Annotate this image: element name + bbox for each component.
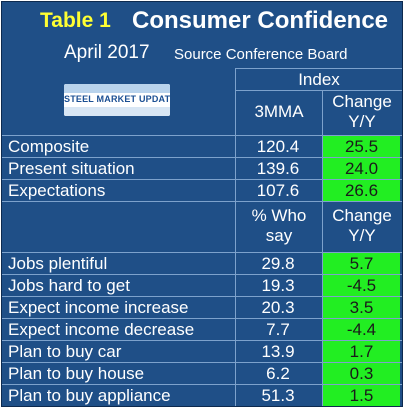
row-change: -4.4	[323, 319, 400, 340]
column-header-change: Change Y/Y	[323, 92, 401, 132]
grid-line	[2, 135, 402, 136]
row-label: Expectations	[8, 181, 106, 200]
row-change: 1.7	[323, 341, 400, 362]
grid-line	[322, 90, 323, 406]
row-change: 24.0	[323, 158, 400, 179]
row-change: 1.5	[323, 385, 400, 406]
grid-line	[2, 384, 402, 385]
grid-line	[2, 362, 402, 363]
row-value: 107.6	[256, 181, 300, 200]
grid-line	[2, 296, 402, 297]
source-note: Source Conference Board	[174, 46, 348, 63]
grid-line	[2, 179, 402, 180]
column-header-change-2-line2: Y/Y	[348, 226, 376, 245]
row-change: 5.7	[323, 253, 400, 274]
row-label: Present situation	[8, 159, 135, 178]
grid-line	[2, 340, 402, 341]
grid-line	[2, 318, 402, 319]
report-month: April 2017	[64, 42, 150, 63]
column-header-change-line1: Change	[332, 92, 392, 111]
column-header-percent-line1: % Who	[251, 206, 307, 225]
row-label: Plan to buy appliance	[8, 386, 171, 405]
grid-line	[235, 90, 402, 91]
row-label: Plan to buy house	[8, 364, 145, 383]
row-change: 26.6	[323, 180, 400, 201]
steel-market-update-logo: STEEL MARKET UPDATE	[64, 84, 170, 116]
row-label: Jobs hard to get	[8, 276, 130, 295]
grid-line	[2, 201, 402, 202]
row-value: 13.9	[261, 342, 295, 361]
column-header-change-2-line1: Change	[332, 206, 392, 225]
table-label: Table 1	[40, 9, 111, 32]
grid-line	[235, 68, 236, 406]
row-change: 25.5	[323, 136, 400, 157]
row-value: 51.3	[261, 386, 295, 405]
row-label: Plan to buy car	[8, 342, 122, 361]
grid-line	[2, 157, 402, 158]
grid-line	[235, 68, 402, 69]
logo-top-band	[64, 84, 170, 93]
logo-text: STEEL MARKET UPDATE	[64, 94, 170, 104]
row-change: -4.5	[323, 275, 400, 296]
row-value: 7.7	[266, 320, 290, 339]
column-header-change-line2: Y/Y	[348, 112, 376, 131]
row-value: 120.4	[256, 137, 300, 156]
grid-line	[2, 274, 402, 275]
column-header-percent-who-say: % Who say	[236, 206, 322, 246]
row-value: 139.6	[256, 159, 300, 178]
column-header-change-2: Change Y/Y	[323, 206, 401, 246]
row-value: 19.3	[261, 276, 295, 295]
row-value: 6.2	[266, 364, 290, 383]
column-header-percent-line2: say	[265, 226, 293, 245]
row-label: Expect income increase	[8, 298, 189, 317]
index-group-header: Index	[298, 70, 340, 89]
column-header-3mma: 3MMA	[254, 102, 304, 121]
page-title: Consumer Confidence	[132, 7, 389, 34]
row-change: 3.5	[323, 297, 400, 318]
row-value: 29.8	[261, 254, 295, 273]
grid-line	[2, 252, 402, 253]
row-label: Expect income decrease	[8, 320, 195, 339]
row-label: Composite	[8, 137, 90, 156]
row-label: Jobs plentiful	[8, 254, 108, 273]
table-grid	[2, 2, 402, 406]
row-value: 20.3	[261, 298, 295, 317]
row-change: 0.3	[323, 363, 400, 384]
logo-bottom-band	[64, 107, 170, 116]
